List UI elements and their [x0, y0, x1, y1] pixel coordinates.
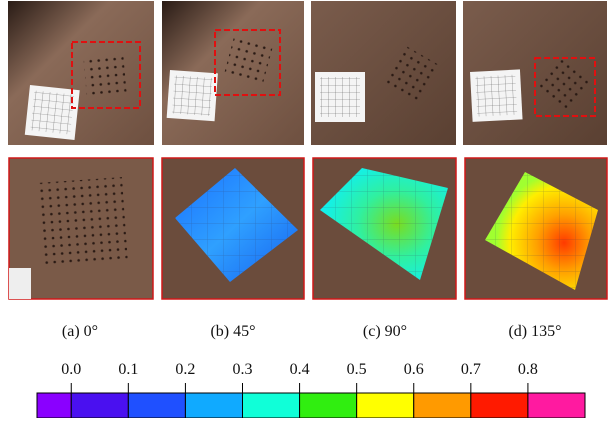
tick-label: 0.0	[61, 361, 81, 378]
caption: (a) 0°	[62, 323, 98, 340]
caption: (d) 135°	[508, 323, 561, 340]
photo-row	[8, 1, 607, 145]
colorbar-segment	[243, 393, 300, 418]
caption: (c) 90°	[363, 323, 407, 340]
colorbar-segment	[37, 393, 71, 418]
colorbar-segment	[128, 393, 185, 418]
colorbar-segment	[300, 393, 357, 418]
caption: (b) 45°	[210, 323, 255, 340]
tick-label: 0.3	[233, 361, 253, 378]
colorbar-segment	[528, 393, 585, 418]
tick-label: 0.6	[404, 361, 424, 378]
heatmap-row	[9, 158, 607, 299]
figure: (a) 0° (b) 45° (c) 90° (d) 135° 0.0 0.1 0.2 0.3…	[0, 0, 612, 418]
colorbar-segment	[471, 393, 528, 418]
colorbar-segment	[357, 393, 414, 418]
tick-label: 0.4	[290, 361, 310, 378]
tick-label: 0.2	[175, 361, 195, 378]
page: (a) 0° (b) 45° (c) 90° (d) 135° 0.0 0.1 0.2 0.3…	[0, 0, 612, 423]
colorbar-segment	[185, 393, 242, 418]
tick-label: 0.7	[461, 361, 481, 378]
colorbar-segment	[71, 393, 128, 418]
colorbar-segment	[414, 393, 471, 418]
tick-label: 0.1	[118, 361, 138, 378]
tick-label: 0.8	[518, 361, 538, 378]
tick-label: 0.5	[347, 361, 367, 378]
